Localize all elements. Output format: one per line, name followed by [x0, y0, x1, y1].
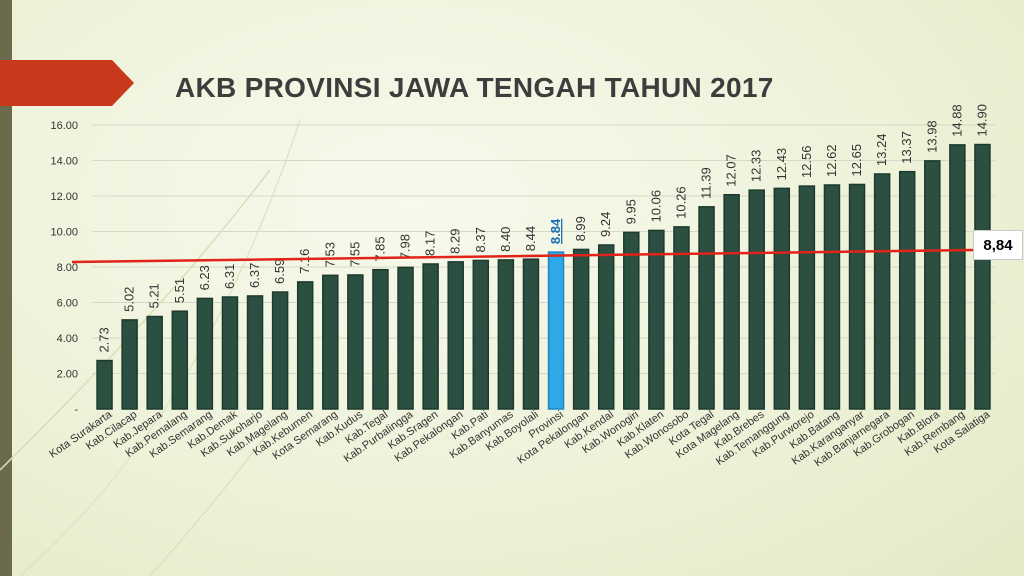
y-tick-label: 6.00	[57, 298, 78, 310]
value-label: 14.90	[974, 104, 989, 137]
bar-kab-blora	[924, 160, 941, 410]
bar-kab-boyolali	[522, 258, 540, 410]
reference-line	[71, 248, 976, 264]
bar-kab-purbalingga	[397, 266, 414, 410]
value-label: 6.59	[272, 259, 287, 284]
value-label: 13.37	[899, 131, 914, 164]
bar-kab-kudus	[347, 274, 364, 410]
bars	[96, 143, 991, 410]
bar-kota-pekalongan	[572, 248, 590, 410]
value-label: 12.07	[724, 154, 739, 187]
value-label: 12.33	[749, 150, 764, 183]
bar-kab-wonogiri	[623, 231, 640, 410]
value-label: 8.17	[423, 231, 438, 256]
bar-kab-tegal	[372, 268, 389, 410]
bar-kota-salatiga	[974, 143, 991, 410]
bar-kab-demak	[221, 296, 239, 410]
value-label: 10.26	[673, 186, 688, 219]
y-axis-ticks: - 2.00 4.00 6.00 8.00 10.00 12.00 14.00 16.00	[50, 120, 78, 416]
value-label: 14.88	[949, 104, 964, 137]
gridlines	[92, 124, 995, 374]
bar-kab-pemalang	[171, 310, 189, 410]
bar-kab-cilacap	[121, 319, 138, 410]
y-tick-label: 14.00	[50, 156, 78, 168]
value-label: 2.73	[97, 327, 112, 352]
value-label: 8.40	[498, 227, 513, 252]
value-label: 8.44	[523, 226, 538, 251]
value-label: 7.55	[347, 242, 362, 267]
value-label: 8.37	[473, 227, 488, 252]
y-tick-label: 2.00	[57, 369, 78, 381]
bar-kab-brebes	[748, 189, 765, 410]
value-label: 5.51	[172, 278, 187, 303]
value-label: 12.56	[799, 146, 814, 179]
bar-kab-pati	[472, 259, 490, 410]
bar-kab-kendal	[597, 244, 615, 410]
value-label: 8.84	[548, 218, 563, 244]
bar-kab-semarang	[196, 297, 214, 410]
value-labels: 2.73 5.02 5.21 5.51 6.23 6.31 6.37 6.59 7.16 7.53…	[97, 104, 990, 353]
bar-kota-surakarta	[96, 359, 113, 410]
x-axis-labels: Kota SurakartaKab.CilacapKab.JeparaKab.P…	[47, 408, 993, 469]
bar-kab-sragen	[422, 263, 439, 410]
reference-line-group	[71, 248, 976, 264]
value-label: 12.65	[849, 144, 864, 177]
value-label: 9.95	[623, 199, 638, 224]
value-label: 5.21	[147, 283, 162, 308]
value-label: 5.02	[122, 287, 137, 312]
value-label: 13.98	[924, 120, 939, 153]
value-label: 11.39	[699, 167, 714, 199]
bar-kab-pekalongan	[447, 261, 464, 410]
bar-kab-wonosobo	[673, 226, 690, 410]
value-label: 6.37	[247, 263, 262, 288]
bar-kab-banjarnegara	[873, 173, 891, 410]
value-label: 9.24	[598, 212, 613, 237]
bar-kab-sukoharjo	[246, 295, 264, 410]
bar-kab-kebumen	[296, 281, 314, 410]
decorative-curve	[149, 429, 271, 576]
value-label: 7.85	[372, 236, 387, 261]
bar-provinsi	[547, 251, 565, 410]
bar-kab-temanggung	[773, 187, 791, 410]
bar-kab-karanganyar	[848, 183, 866, 410]
bar-kota-semarang	[322, 274, 339, 410]
value-label: 8.29	[448, 229, 463, 254]
bar-kab-klaten	[648, 229, 665, 410]
value-label: 6.23	[197, 265, 212, 290]
bar-kab-rembang	[949, 144, 966, 410]
bar-kab-batang	[823, 184, 841, 410]
value-label: 10.06	[648, 190, 663, 223]
y-tick-label: 12.00	[50, 191, 78, 203]
value-label: 13.24	[874, 133, 889, 166]
reference-line-label: 8,84	[973, 230, 1023, 260]
value-label: 12.43	[774, 148, 789, 181]
red-arrow-decoration	[0, 60, 134, 106]
y-tick-label: 4.00	[57, 333, 78, 345]
value-label: 8.99	[573, 216, 588, 241]
left-decorative-band	[0, 0, 12, 576]
bar-kota-tegal	[698, 206, 715, 410]
bar-kab-banyumas	[497, 259, 515, 410]
y-tick-label: -	[74, 404, 78, 416]
y-tick-label: 16.00	[50, 120, 78, 132]
bar-kota-magelang	[723, 194, 740, 410]
value-label: 12.62	[824, 144, 839, 177]
value-label: 6.31	[222, 264, 237, 289]
bar-kab-jepara	[146, 315, 163, 410]
value-label: 7.16	[297, 249, 312, 274]
bar-kab-grobogan	[898, 170, 916, 410]
bar-kab-magelang	[271, 291, 289, 410]
value-label: 7.98	[398, 234, 413, 259]
bar-kab-purworejo	[798, 185, 816, 410]
value-label: 7.53	[322, 242, 337, 267]
chart-title: AKB PROVINSI JAWA TENGAH TAHUN 2017	[175, 72, 774, 103]
y-tick-label: 10.00	[50, 227, 78, 239]
y-tick-label: 8.00	[57, 262, 78, 274]
